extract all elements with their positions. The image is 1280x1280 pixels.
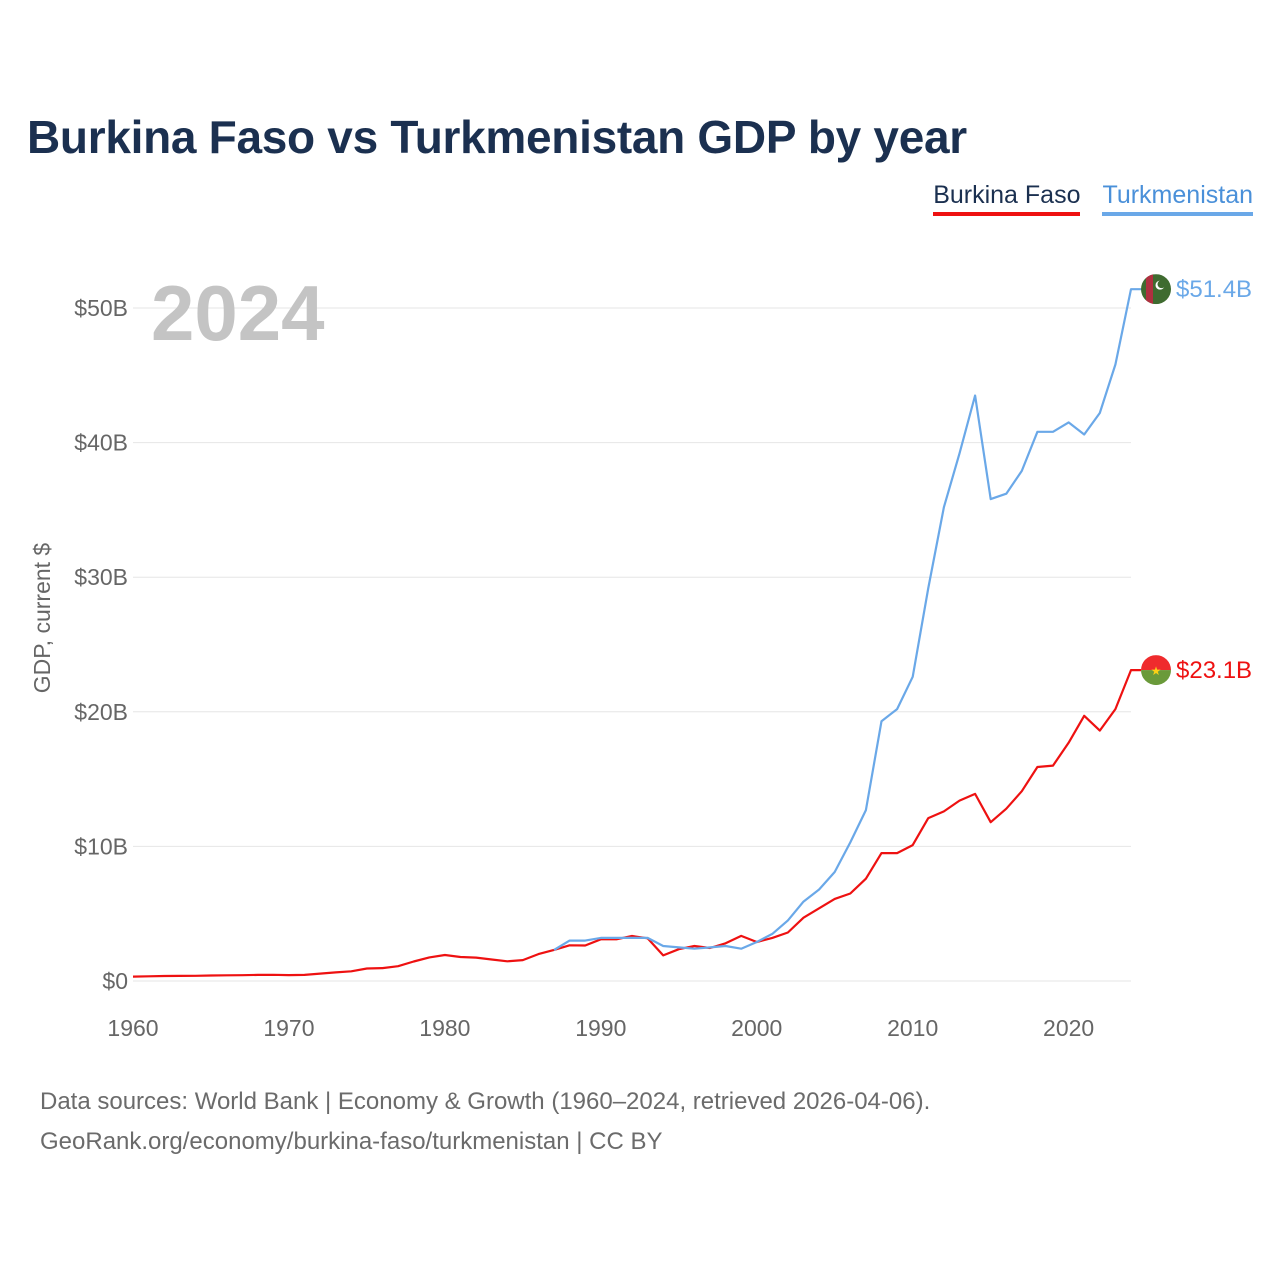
- legend-item-burkina-faso[interactable]: Burkina Faso: [933, 181, 1081, 216]
- y-axis-ticks: $0 $10B $20B $30B $40B $50B: [74, 295, 128, 994]
- series-line-burkina-faso[interactable]: [132, 668, 1141, 978]
- gridlines: [133, 307, 1131, 982]
- y-tick-label: $10B: [74, 833, 128, 859]
- y-axis-label: GDP, current $: [29, 543, 55, 694]
- end-value-label-burkina-faso: $23.1B: [1176, 657, 1252, 684]
- y-tick-label: $20B: [74, 699, 128, 725]
- burkina-faso-flag-icon: ★: [1141, 655, 1171, 686]
- x-tick-label: 1960: [107, 1015, 158, 1041]
- legend-item-turkmenistan[interactable]: Turkmenistan: [1102, 181, 1253, 216]
- series-lines: [132, 288, 1141, 978]
- x-axis-ticks: 1960 1970 1980 1990 2000 2010 2020: [107, 1015, 1094, 1041]
- source-url[interactable]: GeoRank.org/economy/burkina-faso/turkmen…: [40, 1128, 663, 1155]
- series-line-turkmenistan[interactable]: [553, 288, 1141, 951]
- current-year-label: 2024: [151, 269, 325, 357]
- end-value-label-turkmenistan: $51.4B: [1176, 276, 1252, 303]
- y-tick-label: $40B: [74, 430, 128, 456]
- footer: Data sources: World Bank | Economy & Gro…: [40, 1082, 930, 1162]
- x-tick-label: 2000: [731, 1015, 782, 1041]
- x-tick-label: 1990: [575, 1015, 626, 1041]
- x-tick-label: 1970: [263, 1015, 314, 1041]
- data-source-note: Data sources: World Bank | Economy & Gro…: [40, 1088, 931, 1115]
- series-end-markers: ★ $23.1B $51.4B: [1141, 274, 1252, 686]
- x-tick-label: 2020: [1043, 1015, 1094, 1041]
- y-tick-label: $50B: [74, 295, 128, 321]
- x-tick-label: 1980: [419, 1015, 470, 1041]
- y-tick-label: $30B: [74, 564, 128, 590]
- x-tick-label: 2010: [887, 1015, 938, 1041]
- chart-area: $0 $10B $20B $30B $40B $50B 1960 1970 1980 1990 2…: [29, 269, 1252, 1041]
- y-tick-label: $0: [102, 968, 128, 994]
- svg-text:★: ★: [1151, 664, 1162, 678]
- legend: Burkina Faso Turkmenistan: [933, 181, 1253, 216]
- chart-title: Burkina Faso vs Turkmenistan GDP by year: [27, 111, 967, 163]
- turkmenistan-flag-icon: [1141, 274, 1171, 305]
